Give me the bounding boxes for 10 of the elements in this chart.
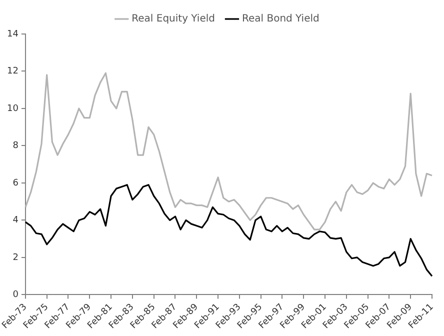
y-tick-label: 14: [7, 29, 19, 40]
y-tick-label: 12: [7, 66, 18, 77]
y-tick-label: 6: [12, 178, 19, 188]
y-tick-label: 10: [7, 104, 19, 114]
y-tick-label: 0: [12, 290, 19, 300]
legend-label: Real Equity Yield: [132, 14, 215, 25]
y-tick-label: 8: [12, 141, 19, 152]
legend-label: Real Bond Yield: [242, 14, 320, 25]
y-tick-label: 4: [12, 216, 19, 226]
y-tick-label: 2: [12, 252, 18, 263]
